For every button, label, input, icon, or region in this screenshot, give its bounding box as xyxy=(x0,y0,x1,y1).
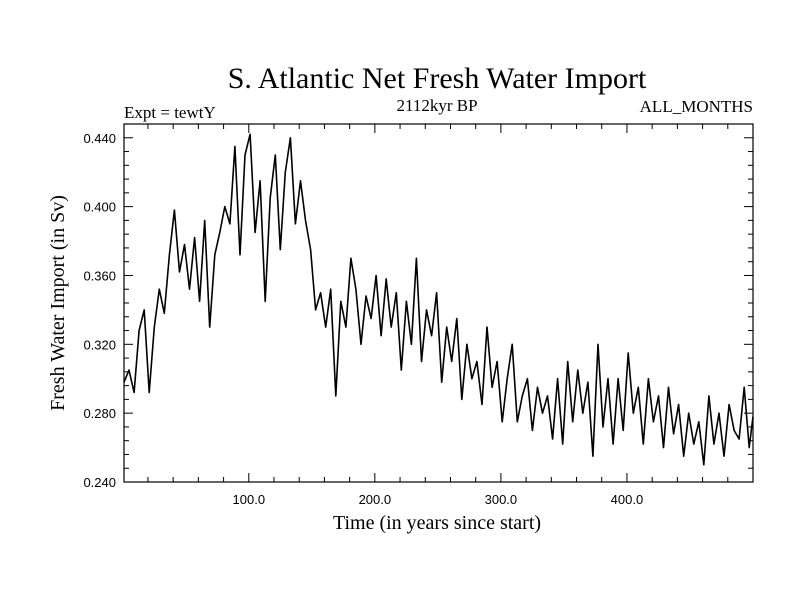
y-tick-labels: 0.240 0.280 0.320 0.360 0.400 0.440 xyxy=(83,131,116,490)
x-tick-label: 100.0 xyxy=(233,492,266,507)
y-tick-label: 0.280 xyxy=(83,406,116,421)
chart-title: S. Atlantic Net Fresh Water Import xyxy=(228,62,647,95)
y-tick-label: 0.400 xyxy=(83,200,116,215)
series-line-fresh-water-import xyxy=(123,133,754,466)
x-tick-labels: 100.0 200.0 300.0 400.0 xyxy=(233,492,644,507)
y-tick-label: 0.320 xyxy=(83,337,116,352)
y-tick-label: 0.440 xyxy=(83,131,116,146)
experiment-label: Expt = tewtY xyxy=(124,103,216,122)
x-tick-label: 200.0 xyxy=(359,492,392,507)
x-tick-label: 300.0 xyxy=(485,492,518,507)
axis-ticks xyxy=(124,123,753,483)
y-tick-label: 0.360 xyxy=(83,268,116,283)
y-axis-label: Fresh Water Import (in Sv) xyxy=(47,195,69,411)
y-tick-label: 0.240 xyxy=(83,475,116,490)
x-axis-label: Time (in years since start) xyxy=(333,512,541,534)
period-label: 2112kyr BP xyxy=(396,96,477,115)
plot-frame xyxy=(123,123,754,483)
months-label: ALL_MONTHS xyxy=(640,97,753,116)
x-tick-label: 400.0 xyxy=(611,492,644,507)
